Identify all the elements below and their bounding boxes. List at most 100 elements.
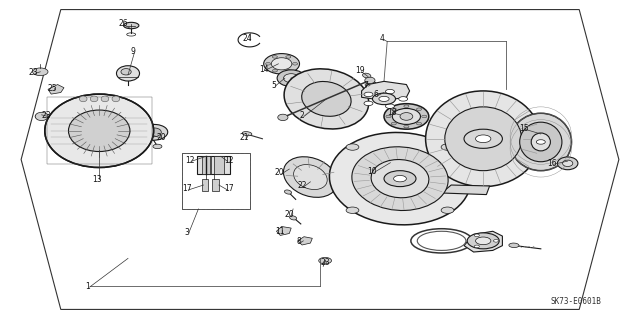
Ellipse shape [242,131,252,136]
Circle shape [285,56,291,58]
Text: SK73-E0601B: SK73-E0601B [550,297,602,306]
Circle shape [464,129,502,148]
Circle shape [285,70,291,72]
Circle shape [385,104,394,108]
Text: 22: 22 [298,181,307,190]
Circle shape [33,68,48,76]
Bar [202,156,211,174]
Text: 3: 3 [184,228,189,237]
Circle shape [391,108,396,110]
Ellipse shape [365,77,375,84]
Text: 18: 18 [387,108,396,117]
Circle shape [404,105,409,108]
Ellipse shape [557,157,578,170]
Circle shape [266,63,271,65]
Text: 20: 20 [284,210,294,219]
Text: 16: 16 [547,159,557,168]
Ellipse shape [509,243,519,248]
Circle shape [536,140,545,144]
Polygon shape [442,185,490,195]
Ellipse shape [112,96,120,102]
Ellipse shape [277,70,305,86]
Ellipse shape [140,124,168,140]
Ellipse shape [124,22,139,29]
Circle shape [385,89,394,94]
Text: 17: 17 [224,184,234,193]
Text: 26: 26 [118,19,128,28]
Ellipse shape [284,190,292,194]
Ellipse shape [510,113,572,171]
Text: 13: 13 [92,175,102,184]
Text: 5: 5 [271,81,276,90]
Text: 7: 7 [364,81,369,90]
Ellipse shape [563,160,573,167]
Ellipse shape [101,96,109,102]
Text: 20: 20 [275,168,285,177]
Ellipse shape [90,96,98,102]
Circle shape [372,93,396,105]
Text: 23: 23 [28,68,38,77]
Text: 24: 24 [243,34,253,43]
Text: 23: 23 [320,258,330,267]
Ellipse shape [284,157,337,197]
Ellipse shape [289,216,297,220]
Ellipse shape [116,66,140,81]
Text: 10: 10 [367,167,378,176]
Circle shape [422,115,427,118]
Circle shape [319,257,332,264]
Text: 11: 11 [275,227,284,236]
Ellipse shape [392,108,420,124]
Ellipse shape [330,132,470,225]
Circle shape [292,63,298,65]
Circle shape [273,56,278,58]
Polygon shape [464,231,502,252]
Circle shape [417,108,422,110]
Text: 21: 21 [240,133,249,142]
Circle shape [467,233,499,249]
Circle shape [364,92,373,97]
Ellipse shape [79,96,87,102]
Circle shape [391,122,396,125]
Circle shape [441,207,454,213]
Text: 17: 17 [182,184,192,193]
Ellipse shape [445,107,522,171]
Ellipse shape [284,69,369,129]
Ellipse shape [301,81,351,116]
Text: 2: 2 [300,111,305,120]
Circle shape [273,70,278,72]
Polygon shape [362,81,410,100]
Circle shape [364,101,373,106]
Bar [214,156,224,174]
Polygon shape [298,237,312,245]
Circle shape [35,113,48,120]
Ellipse shape [362,73,371,78]
Ellipse shape [371,160,429,198]
Ellipse shape [531,133,550,151]
Ellipse shape [264,54,300,74]
Ellipse shape [426,91,541,187]
Ellipse shape [271,58,292,70]
Ellipse shape [35,112,48,121]
Circle shape [394,175,406,182]
Ellipse shape [68,110,130,152]
Ellipse shape [384,104,429,129]
Ellipse shape [294,165,327,189]
Ellipse shape [146,128,161,137]
Text: 23: 23 [41,111,51,120]
Polygon shape [276,226,291,235]
Text: 9: 9 [131,47,136,56]
Text: 12: 12 [225,156,234,165]
Text: 6: 6 [373,90,378,99]
Bar [197,156,230,174]
Circle shape [474,245,479,248]
Ellipse shape [45,94,154,167]
Bar [212,179,219,191]
Bar [182,153,250,209]
Circle shape [476,135,491,143]
Circle shape [404,125,409,128]
Circle shape [384,171,416,187]
Circle shape [346,144,359,150]
Text: 14: 14 [259,65,269,74]
Circle shape [153,144,162,149]
Bar [202,179,208,191]
